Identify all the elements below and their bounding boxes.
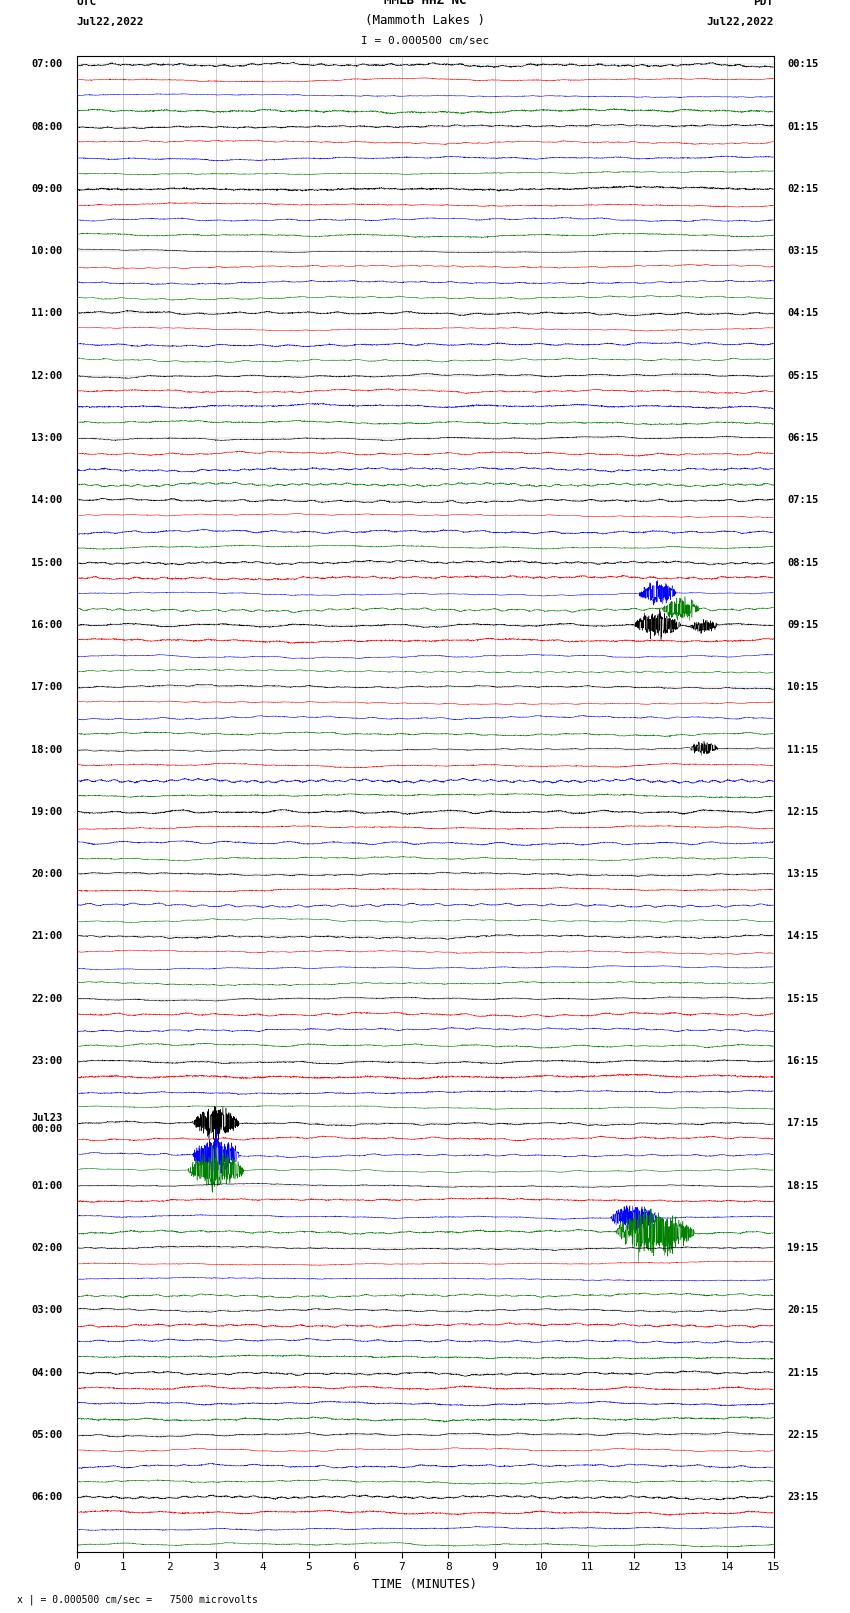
Text: 11:00: 11:00: [31, 308, 63, 318]
Text: 05:15: 05:15: [787, 371, 819, 381]
Text: 08:15: 08:15: [787, 558, 819, 568]
Text: 17:15: 17:15: [787, 1118, 819, 1129]
Text: x | = 0.000500 cm/sec =   7500 microvolts: x | = 0.000500 cm/sec = 7500 microvolts: [17, 1594, 258, 1605]
Text: Jul22,2022: Jul22,2022: [76, 16, 144, 26]
Text: 13:15: 13:15: [787, 869, 819, 879]
Text: 12:00: 12:00: [31, 371, 63, 381]
Text: 04:15: 04:15: [787, 308, 819, 318]
Text: 10:15: 10:15: [787, 682, 819, 692]
Text: (Mammoth Lakes ): (Mammoth Lakes ): [365, 13, 485, 26]
Text: 21:00: 21:00: [31, 931, 63, 942]
Text: 08:00: 08:00: [31, 121, 63, 132]
Text: 00:15: 00:15: [787, 60, 819, 69]
Text: 05:00: 05:00: [31, 1429, 63, 1440]
Text: 06:15: 06:15: [787, 432, 819, 444]
Text: 04:00: 04:00: [31, 1368, 63, 1378]
Text: 14:00: 14:00: [31, 495, 63, 505]
Text: 07:00: 07:00: [31, 60, 63, 69]
Text: 14:15: 14:15: [787, 931, 819, 942]
Text: 02:00: 02:00: [31, 1244, 63, 1253]
Text: Jul23
00:00: Jul23 00:00: [31, 1113, 63, 1134]
Text: 15:00: 15:00: [31, 558, 63, 568]
Text: 10:00: 10:00: [31, 247, 63, 256]
Text: 09:00: 09:00: [31, 184, 63, 194]
Text: UTC: UTC: [76, 0, 97, 6]
Text: 19:00: 19:00: [31, 806, 63, 816]
Text: MMLB HHZ NC: MMLB HHZ NC: [383, 0, 467, 6]
Text: 09:15: 09:15: [787, 619, 819, 631]
Text: 01:15: 01:15: [787, 121, 819, 132]
Text: 16:00: 16:00: [31, 619, 63, 631]
Text: 22:15: 22:15: [787, 1429, 819, 1440]
Text: 19:15: 19:15: [787, 1244, 819, 1253]
Text: 02:15: 02:15: [787, 184, 819, 194]
Text: PDT: PDT: [753, 0, 774, 6]
Text: 11:15: 11:15: [787, 745, 819, 755]
Text: 18:00: 18:00: [31, 745, 63, 755]
Text: 20:15: 20:15: [787, 1305, 819, 1315]
Text: 13:00: 13:00: [31, 432, 63, 444]
Text: Jul22,2022: Jul22,2022: [706, 16, 774, 26]
Text: 03:00: 03:00: [31, 1305, 63, 1315]
Text: 07:15: 07:15: [787, 495, 819, 505]
Text: I = 0.000500 cm/sec: I = 0.000500 cm/sec: [361, 35, 489, 47]
Text: 06:00: 06:00: [31, 1492, 63, 1502]
X-axis label: TIME (MINUTES): TIME (MINUTES): [372, 1578, 478, 1590]
Text: 20:00: 20:00: [31, 869, 63, 879]
Text: 03:15: 03:15: [787, 247, 819, 256]
Text: 15:15: 15:15: [787, 994, 819, 1003]
Text: 01:00: 01:00: [31, 1181, 63, 1190]
Text: 18:15: 18:15: [787, 1181, 819, 1190]
Text: 23:00: 23:00: [31, 1057, 63, 1066]
Text: 21:15: 21:15: [787, 1368, 819, 1378]
Text: 22:00: 22:00: [31, 994, 63, 1003]
Text: 23:15: 23:15: [787, 1492, 819, 1502]
Text: 16:15: 16:15: [787, 1057, 819, 1066]
Text: 12:15: 12:15: [787, 806, 819, 816]
Text: 17:00: 17:00: [31, 682, 63, 692]
